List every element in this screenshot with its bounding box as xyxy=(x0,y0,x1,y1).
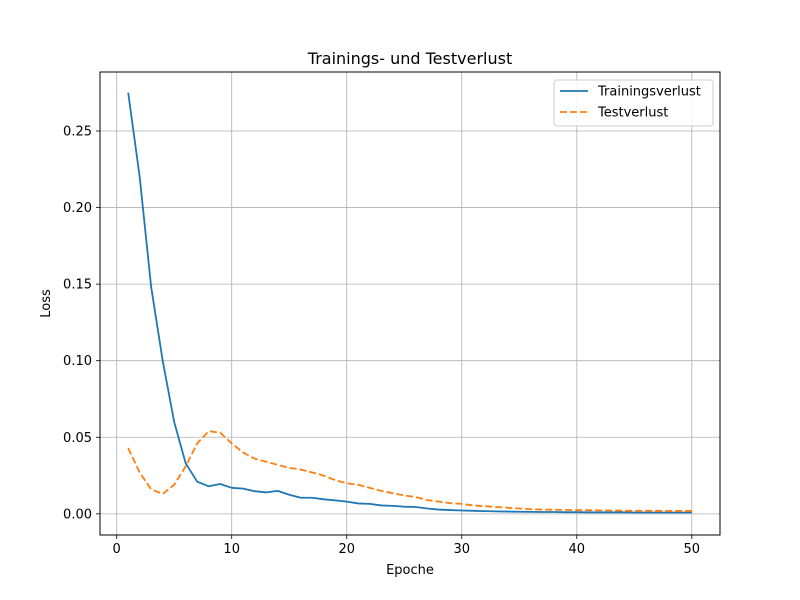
series-line-2 xyxy=(127,430,692,512)
x-tick-label: 10 xyxy=(223,542,240,557)
y-tick-label: 0.25 xyxy=(63,124,92,139)
x-tick-label: 50 xyxy=(684,542,701,557)
y-tick-label: 0.00 xyxy=(63,507,92,522)
y-tick-label: 0.05 xyxy=(63,431,92,446)
y-tick-label: 0.20 xyxy=(63,201,92,216)
x-axis-label: Epoche xyxy=(386,563,434,578)
y-tick-label: 0.15 xyxy=(63,278,92,293)
plot-frame xyxy=(99,71,721,536)
legend-box xyxy=(553,79,714,127)
grid xyxy=(100,72,720,535)
x-tick-label: 20 xyxy=(338,542,355,557)
y-axis-label: Loss xyxy=(39,289,54,318)
legend-label-1: Trainingsverlust xyxy=(597,85,701,100)
x-tick-label: 30 xyxy=(453,542,470,557)
x-tick-label: 40 xyxy=(569,542,586,557)
y-tick-label: 0.10 xyxy=(63,354,92,369)
axis-ticks: 0 10 20 30 40 50 0.00 0.05 0.10 0.15 0.20 0.25 xyxy=(63,124,700,557)
legend: Trainingsverlust Testverlust xyxy=(553,79,714,127)
legend-label-2: Testverlust xyxy=(597,106,668,121)
chart-title: Trainings- und Testverlust xyxy=(307,49,512,68)
series-line-1 xyxy=(127,92,692,514)
plot-lines xyxy=(127,92,692,514)
x-tick-label: 0 xyxy=(113,542,121,557)
